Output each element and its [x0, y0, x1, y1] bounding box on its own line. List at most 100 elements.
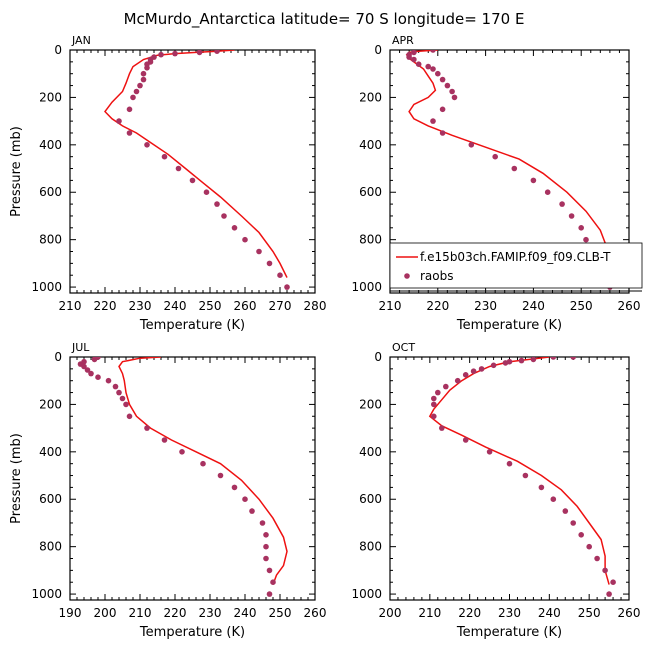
raobs-point	[256, 248, 262, 255]
x-tick-label: 230	[199, 606, 222, 620]
raobs-point	[435, 389, 441, 396]
raobs-point	[242, 236, 248, 243]
y-tick-label: 0	[374, 43, 382, 57]
raobs-point	[196, 50, 203, 56]
raobs-point	[126, 106, 133, 113]
raobs-point	[144, 425, 150, 431]
y-tick-label: 0	[374, 350, 382, 364]
raobs-point	[492, 153, 499, 160]
raobs-point	[144, 142, 150, 148]
raobs-point	[133, 88, 140, 95]
raobs-point	[119, 395, 126, 402]
x-tick-label: 230	[129, 299, 152, 313]
raobs-point	[439, 106, 446, 113]
raobs-point	[444, 82, 451, 89]
x-tick-label: 240	[522, 299, 545, 313]
raobs-point	[116, 118, 122, 124]
raobs-point	[284, 284, 290, 290]
y-tick-label: 600	[359, 492, 382, 506]
x-tick-label: 220	[94, 299, 117, 313]
x-tick-label: 260	[618, 299, 641, 313]
y-tick-label: 800	[359, 233, 382, 247]
x-axis-label: Temperature (K)	[139, 625, 245, 640]
x-tick-label: 220	[426, 299, 449, 313]
legend-dot-swatch	[404, 273, 410, 279]
panel-label: APR	[392, 34, 414, 47]
raobs-point	[506, 460, 513, 467]
raobs-point	[454, 377, 461, 384]
x-tick-label: 230	[474, 299, 497, 313]
y-tick-label: 600	[39, 492, 62, 506]
panel-label: OCT	[392, 341, 415, 354]
plot-area	[77, 357, 288, 597]
raobs-point	[502, 360, 509, 366]
panel-oct: 200 210 220 230 240 250 260 0 200 400 600 800 1000 OC…	[351, 341, 640, 640]
raobs-point	[462, 372, 469, 378]
legend-obs-label: raobs	[420, 269, 454, 283]
raobs-point	[570, 520, 576, 526]
y-tick-label: 800	[39, 540, 62, 554]
raobs-point	[231, 484, 238, 491]
raobs-point	[200, 460, 206, 467]
raobs-point	[439, 76, 446, 83]
raobs-point	[602, 567, 608, 574]
raobs-point	[172, 50, 178, 57]
raobs-point	[270, 579, 276, 585]
raobs-point	[95, 374, 101, 381]
raobs-point	[462, 437, 469, 443]
x-tick-label: 250	[578, 606, 601, 620]
x-tick-label: 190	[59, 606, 82, 620]
raobs-point	[594, 555, 600, 562]
raobs-point	[606, 591, 612, 597]
raobs-point	[140, 76, 147, 83]
raobs-point	[158, 51, 164, 58]
raobs-point	[559, 201, 565, 207]
raobs-point	[263, 555, 269, 562]
raobs-point	[266, 260, 273, 267]
raobs-point	[610, 579, 616, 585]
raobs-point	[411, 50, 417, 56]
raobs-point	[538, 484, 545, 491]
raobs-point	[439, 425, 445, 431]
raobs-point	[179, 449, 185, 455]
raobs-point	[478, 366, 485, 372]
x-tick-label: 250	[570, 299, 593, 313]
y-axis-label: Pressure (mb)	[9, 433, 24, 524]
raobs-point	[451, 94, 458, 101]
raobs-point	[161, 153, 168, 160]
raobs-point	[550, 496, 557, 503]
raobs-point	[568, 213, 575, 219]
y-tick-label: 400	[39, 445, 62, 459]
raobs-point	[217, 472, 224, 479]
raobs-point	[126, 413, 133, 420]
raobs-point	[490, 362, 497, 369]
y-tick-label: 1000	[351, 587, 382, 601]
y-tick-label: 600	[359, 185, 382, 199]
x-axis-label: Temperature (K)	[456, 625, 562, 640]
raobs-point	[470, 368, 477, 375]
raobs-point	[175, 165, 182, 172]
x-tick-label: 200	[94, 606, 117, 620]
y-tick-label: 1000	[31, 280, 62, 294]
raobs-point	[242, 496, 248, 503]
raobs-point	[522, 472, 529, 479]
legend-box	[389, 242, 643, 289]
y-tick-label: 200	[359, 90, 382, 104]
raobs-point	[530, 177, 537, 184]
raobs-point	[112, 383, 119, 390]
x-tick-label: 260	[304, 606, 327, 620]
x-tick-label: 280	[304, 299, 327, 313]
x-axis-label: Temperature (K)	[139, 318, 245, 333]
raobs-point	[511, 165, 518, 172]
x-tick-label: 230	[498, 606, 521, 620]
raobs-point	[486, 449, 493, 455]
raobs-point	[137, 82, 143, 89]
raobs-point	[84, 367, 91, 373]
raobs-point	[550, 357, 557, 360]
x-tick-label: 260	[618, 606, 641, 620]
raobs-point	[221, 213, 227, 219]
raobs-point	[570, 357, 576, 360]
raobs-point	[411, 56, 417, 63]
raobs-point	[443, 383, 449, 390]
